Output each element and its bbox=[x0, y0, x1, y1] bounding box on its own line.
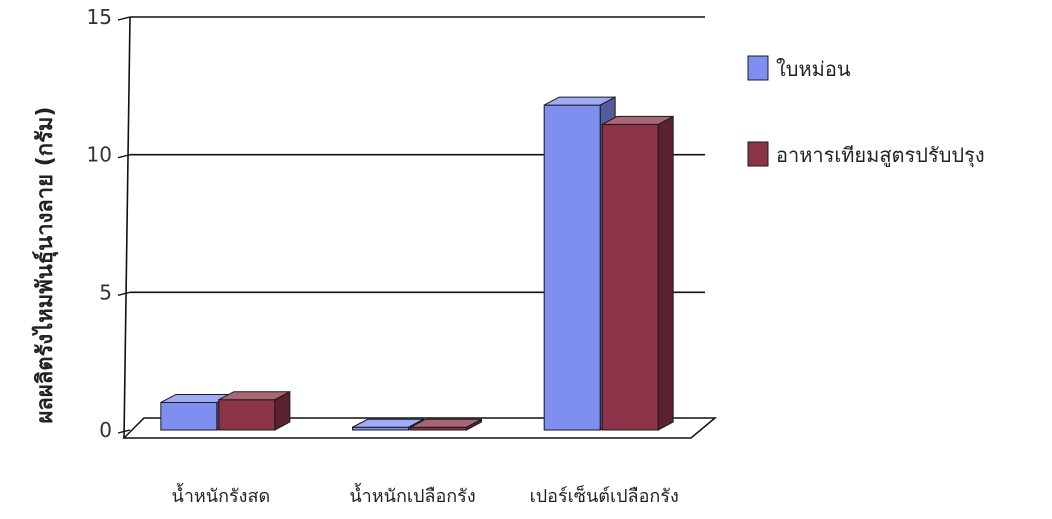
bar-side-2-1 bbox=[657, 115, 674, 431]
bar-top-1-0 bbox=[352, 418, 424, 428]
legend-label-0: ใบหม่อน bbox=[776, 57, 851, 81]
bar-top-2-0 bbox=[543, 96, 616, 106]
y-tick-5 bbox=[117, 291, 131, 297]
bar-top-1-1 bbox=[410, 418, 482, 428]
x-tick-label-2: เปอร์เซ็นต์เปลือกรัง bbox=[530, 484, 679, 507]
y-tick-label-10: 10 bbox=[87, 143, 112, 167]
legend-label-1: อาหารเทียมสูตรปรับปรุง bbox=[776, 143, 985, 168]
y-axis-line bbox=[123, 16, 131, 439]
y-axis: 0 5 10 15 bbox=[87, 5, 131, 442]
bar-2-1 bbox=[601, 123, 659, 431]
x-axis-labels: น้ำหนักรังสด น้ำหนักเปลือกรัง เปอร์เซ็นต์เ… bbox=[172, 483, 679, 507]
bar-0-0 bbox=[160, 401, 218, 431]
y-tick-label-0: 0 bbox=[99, 418, 112, 442]
legend-swatch-1 bbox=[747, 141, 769, 167]
x-tick-label-0: น้ำหนักรังสด bbox=[172, 483, 271, 507]
y-tick-15 bbox=[117, 16, 131, 21]
bar-2-0 bbox=[543, 104, 601, 431]
bar-top-2-1 bbox=[601, 115, 674, 125]
bar-top-0-1 bbox=[218, 391, 291, 401]
bar-0-1 bbox=[218, 399, 276, 431]
y-tick-label-15: 15 bbox=[87, 5, 112, 29]
legend-swatch-0 bbox=[747, 55, 769, 81]
bars bbox=[160, 96, 674, 431]
y-tick-label-5: 5 bbox=[99, 280, 112, 304]
y-axis-label: ผลผลิตรังไหมพันธุ์นางลาย (กรัม) bbox=[31, 107, 59, 424]
x-tick-label-1: น้ำหนักเปลือกรัง bbox=[349, 483, 475, 507]
